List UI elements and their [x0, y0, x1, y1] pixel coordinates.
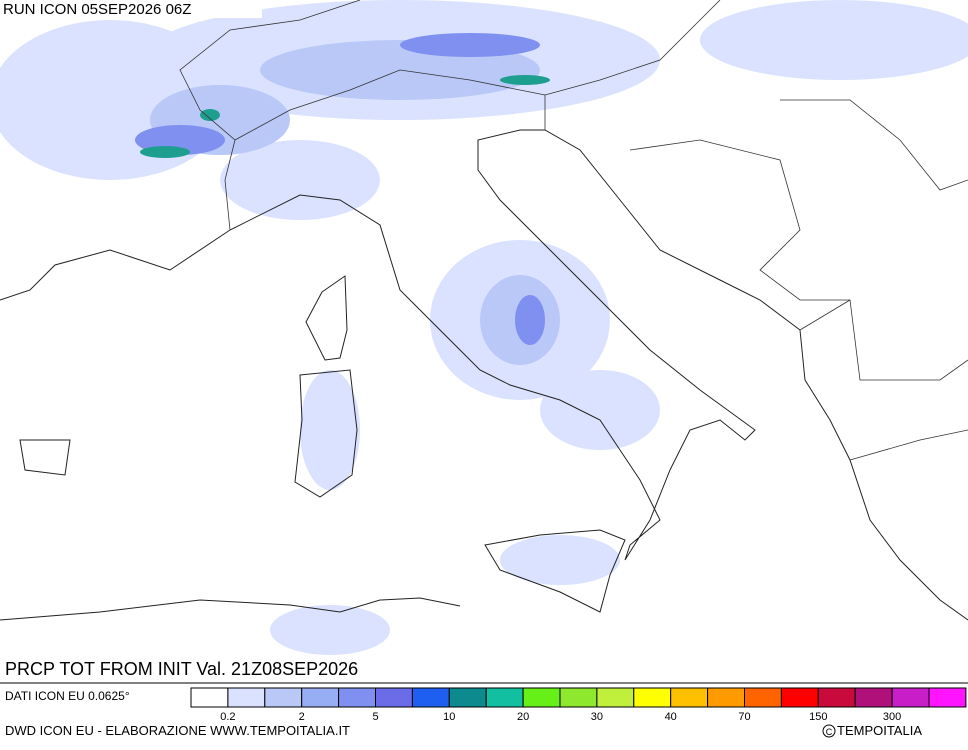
color-box: [264, 687, 303, 708]
borders: [179, 0, 968, 461]
copyright-symbol: [822, 724, 836, 738]
legend-label: 70: [738, 711, 750, 723]
run-label: RUN ICON 05SEP2026 06Z: [3, 1, 191, 18]
color-box: [448, 687, 487, 708]
color-box: [190, 687, 229, 708]
color-box: [854, 687, 893, 708]
color-box: [227, 687, 266, 708]
data-source: DATI ICON EU 0.0625°: [5, 689, 130, 703]
color-box: [375, 687, 413, 708]
color-box: [596, 687, 635, 708]
color-box: [817, 687, 856, 708]
legend-label: 30: [591, 711, 603, 723]
color-box: [670, 687, 709, 708]
color-box: [928, 687, 967, 708]
legend-label: 150: [809, 711, 827, 723]
legend-label: 40: [665, 711, 677, 723]
color-box: [522, 687, 561, 708]
color-box: [891, 687, 930, 708]
color-box: [559, 687, 598, 708]
color-box: [411, 687, 450, 708]
color-box: [744, 687, 782, 708]
run-box: [0, 0, 262, 18]
legend-label: 2: [299, 711, 305, 723]
legend-label: 0.2: [220, 711, 235, 723]
color-box: [633, 687, 672, 708]
color-box: [485, 687, 524, 708]
copyright: TEMPOITALIA: [837, 723, 922, 738]
copyright-c: C: [826, 727, 833, 737]
color-box: [301, 687, 340, 708]
legend-label: 10: [443, 711, 455, 723]
coastlines: [0, 129, 968, 621]
legend-label: 5: [372, 711, 378, 723]
legend-label: 300: [883, 711, 901, 723]
credit: DWD ICON EU - ELABORAZIONE WWW.TEMPOITAL…: [5, 723, 350, 738]
precipitation-field: [0, 0, 968, 655]
legend-label: 20: [517, 711, 529, 723]
color-box: [707, 687, 745, 708]
field-label: PRCP TOT FROM INIT Val. 21Z08SEP2026: [5, 659, 358, 679]
colorbar: 0.2 2 5 10 20 30 40 70 150 300: [190, 687, 967, 723]
color-box: [780, 687, 819, 708]
color-box: [338, 687, 377, 708]
